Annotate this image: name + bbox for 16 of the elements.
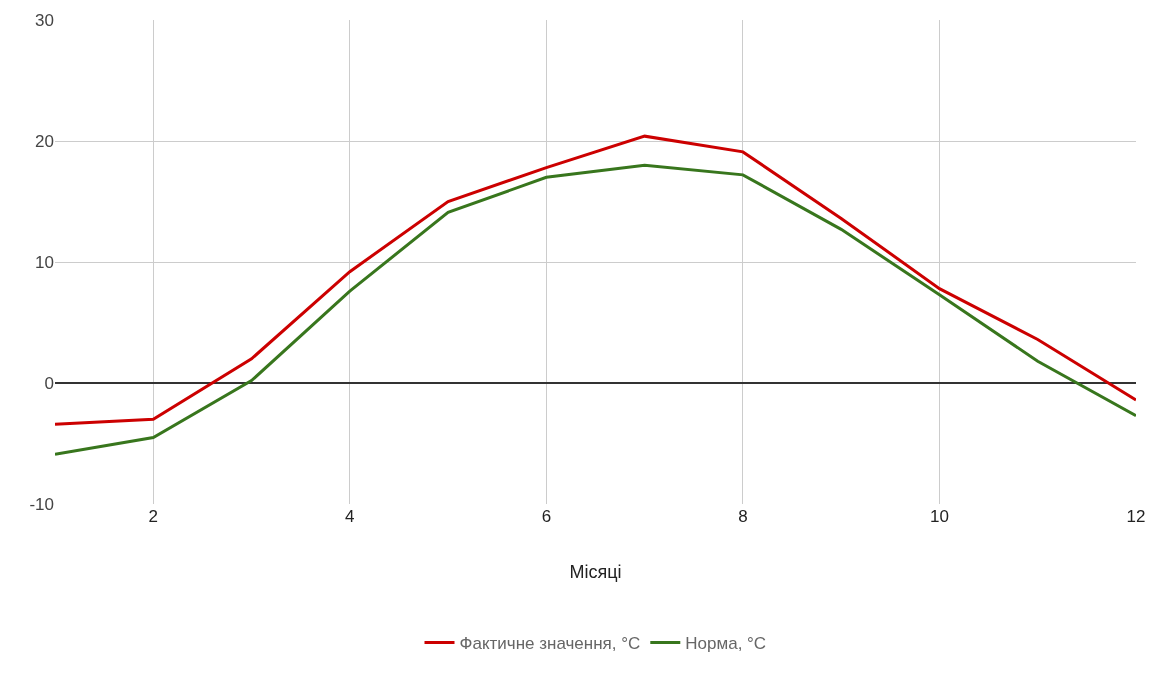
x-tick-label: 2 xyxy=(148,507,158,526)
x-tick-label: 10 xyxy=(929,507,949,526)
x-axis-title: Місяці xyxy=(569,562,622,583)
y-tick-label: -10 xyxy=(29,494,54,514)
x-tick-label: 4 xyxy=(345,507,355,526)
x-tick-label: 12 xyxy=(1126,507,1146,526)
line-series xyxy=(55,134,1136,426)
y-tick-label: 0 xyxy=(44,373,54,393)
x-tick-label: 8 xyxy=(738,507,748,526)
line-series xyxy=(55,163,1136,456)
legend-label: Норма, °C xyxy=(685,634,767,654)
legend-label: Фактичне значення, °C xyxy=(459,634,641,654)
y-tick-label: 20 xyxy=(35,131,54,151)
y-tick-label: 10 xyxy=(35,252,54,272)
y-tick-label: 30 xyxy=(35,10,54,30)
x-tick-label: 6 xyxy=(541,507,552,526)
